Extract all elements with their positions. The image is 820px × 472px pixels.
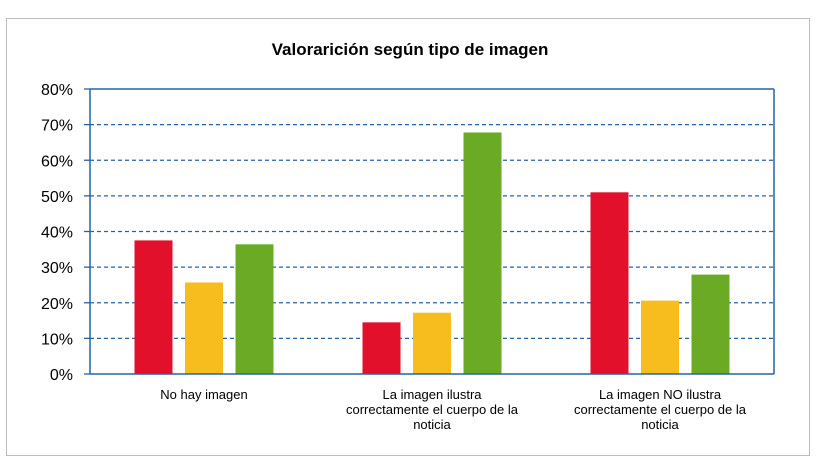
- axes: [84, 88, 775, 375]
- y-tick-label: 0%: [50, 367, 73, 384]
- x-category-label: La imagen ilustra: [383, 387, 483, 402]
- y-tick-label: 10%: [41, 331, 73, 348]
- bar: [590, 192, 629, 374]
- y-tick-label: 40%: [41, 225, 73, 242]
- bar: [463, 132, 502, 374]
- x-category-label: No hay imagen: [160, 387, 247, 402]
- x-category-label: correctamente el cuerpo de la: [346, 402, 519, 417]
- y-tick-label: 50%: [41, 189, 73, 206]
- x-category-label: noticia: [641, 417, 679, 432]
- bar: [185, 282, 223, 374]
- bar: [134, 240, 173, 374]
- y-tick-label: 20%: [41, 296, 73, 313]
- x-category-label: La imagen NO ilustra: [599, 387, 722, 402]
- chart-title: Valorarición según tipo de imagen: [271, 40, 549, 59]
- y-tick-label: 60%: [41, 153, 73, 170]
- y-tick-label: 70%: [41, 118, 73, 135]
- x-category-labels: No hay imagen La imagen ilustracorrectame…: [160, 387, 746, 432]
- x-category-label: correctamente el cuerpo de la: [574, 402, 747, 417]
- chart-frame: [6, 18, 810, 456]
- y-tick-label: 80%: [41, 82, 73, 99]
- bar: [641, 300, 679, 374]
- bar: [691, 274, 730, 374]
- bar: [235, 244, 274, 374]
- bar: [413, 312, 451, 374]
- y-tick-labels: 0% 10% 20% 30% 40% 50% 60% 70% 80%: [41, 82, 73, 384]
- y-tick-label: 30%: [41, 260, 73, 277]
- bars: [134, 132, 730, 374]
- bar: [362, 322, 401, 374]
- x-category-label: noticia: [413, 417, 451, 432]
